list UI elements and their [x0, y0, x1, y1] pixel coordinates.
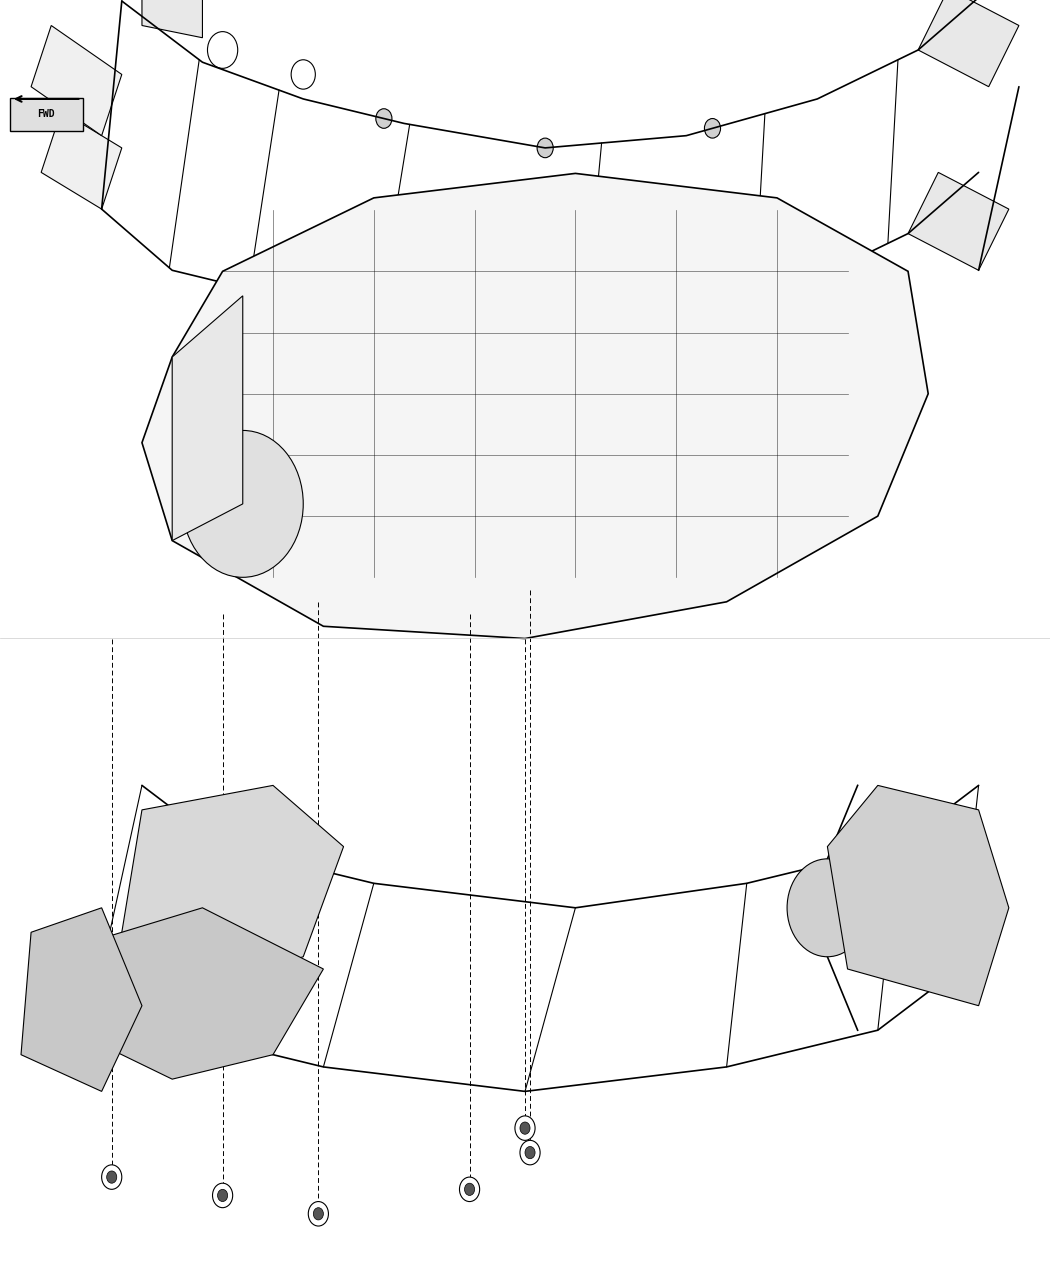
- Circle shape: [183, 431, 303, 578]
- Circle shape: [318, 436, 329, 448]
- Polygon shape: [908, 172, 1009, 270]
- Polygon shape: [918, 0, 1018, 87]
- Circle shape: [313, 430, 334, 454]
- FancyBboxPatch shape: [9, 98, 83, 131]
- Polygon shape: [142, 173, 928, 639]
- Circle shape: [376, 108, 392, 129]
- Polygon shape: [41, 111, 122, 209]
- Polygon shape: [142, 0, 203, 38]
- Circle shape: [212, 1183, 233, 1207]
- Circle shape: [217, 1190, 228, 1201]
- Polygon shape: [122, 785, 343, 982]
- Circle shape: [520, 411, 530, 423]
- Circle shape: [520, 1122, 530, 1135]
- Circle shape: [520, 1140, 540, 1165]
- Circle shape: [514, 405, 536, 430]
- Circle shape: [517, 310, 533, 329]
- Polygon shape: [827, 785, 1009, 1006]
- Circle shape: [313, 1207, 323, 1220]
- Polygon shape: [21, 908, 142, 1091]
- Circle shape: [694, 292, 711, 312]
- Circle shape: [788, 859, 867, 956]
- Circle shape: [705, 119, 720, 138]
- Circle shape: [464, 1183, 475, 1196]
- Circle shape: [525, 1146, 536, 1159]
- Text: FWD: FWD: [38, 110, 55, 120]
- Circle shape: [538, 138, 553, 158]
- Circle shape: [107, 1170, 117, 1183]
- Circle shape: [345, 295, 361, 315]
- Circle shape: [514, 1116, 536, 1140]
- Circle shape: [460, 1177, 480, 1201]
- Polygon shape: [32, 26, 122, 135]
- Polygon shape: [172, 296, 243, 541]
- Polygon shape: [71, 908, 323, 1079]
- Circle shape: [309, 1201, 329, 1227]
- Circle shape: [102, 1165, 122, 1190]
